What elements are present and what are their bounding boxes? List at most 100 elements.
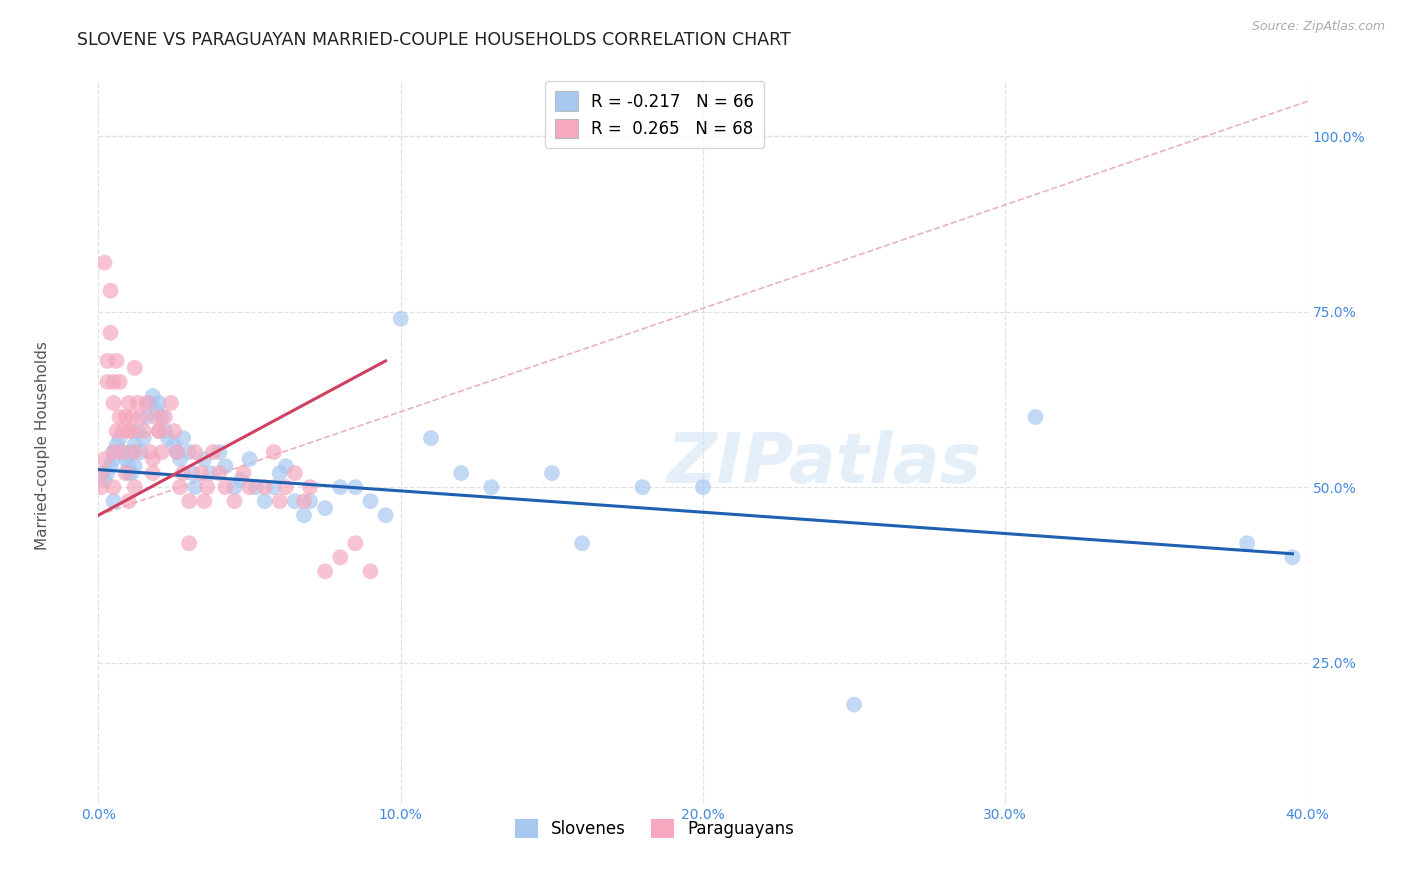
Point: [344, 480, 367, 494]
Point: [100, 326, 122, 340]
Text: Source: ZipAtlas.com: Source: ZipAtlas.com: [1251, 20, 1385, 33]
Legend: Slovenes, Paraguayans: Slovenes, Paraguayans: [508, 813, 801, 845]
Point: [163, 424, 186, 438]
Point: [121, 424, 143, 438]
Point: [200, 466, 222, 480]
Point: [292, 508, 315, 523]
Point: [93, 255, 115, 269]
Point: [111, 445, 134, 459]
Text: ZIPatlas: ZIPatlas: [666, 430, 981, 497]
Point: [148, 396, 170, 410]
Point: [103, 375, 125, 389]
Point: [166, 445, 188, 459]
Point: [132, 431, 155, 445]
Point: [263, 480, 285, 494]
Point: [124, 480, 146, 494]
Point: [299, 480, 322, 494]
Point: [184, 480, 207, 494]
Point: [114, 452, 136, 467]
Point: [163, 438, 186, 452]
Point: [172, 431, 194, 445]
Point: [190, 466, 212, 480]
Point: [100, 459, 122, 474]
Point: [108, 375, 131, 389]
Point: [299, 494, 322, 508]
Point: [193, 494, 215, 508]
Point: [129, 445, 152, 459]
Point: [135, 409, 157, 424]
Point: [124, 438, 146, 452]
Point: [284, 466, 307, 480]
Point: [148, 424, 170, 438]
Point: [329, 480, 352, 494]
Point: [245, 480, 267, 494]
Point: [374, 508, 396, 523]
Point: [224, 494, 246, 508]
Point: [105, 424, 128, 438]
Point: [540, 466, 562, 480]
Point: [148, 424, 170, 438]
Point: [96, 375, 118, 389]
Point: [118, 396, 141, 410]
Point: [208, 466, 231, 480]
Point: [93, 452, 115, 467]
Point: [179, 494, 201, 508]
Point: [118, 494, 141, 508]
Point: [121, 466, 143, 480]
Point: [202, 445, 225, 459]
Point: [142, 389, 165, 403]
Point: [103, 480, 125, 494]
Point: [118, 424, 141, 438]
Point: [239, 452, 262, 467]
Point: [631, 480, 654, 494]
Point: [844, 698, 866, 712]
Point: [208, 445, 231, 459]
Point: [93, 473, 115, 487]
Point: [108, 409, 131, 424]
Point: [329, 550, 352, 565]
Point: [111, 424, 134, 438]
Point: [103, 445, 125, 459]
Point: [179, 536, 201, 550]
Point: [129, 409, 152, 424]
Point: [156, 431, 179, 445]
Point: [292, 494, 315, 508]
Point: [114, 466, 136, 480]
Point: [166, 445, 188, 459]
Point: [127, 396, 149, 410]
Point: [184, 445, 207, 459]
Point: [263, 445, 285, 459]
Point: [229, 473, 252, 487]
Point: [253, 494, 276, 508]
Point: [195, 480, 218, 494]
Point: [103, 445, 125, 459]
Point: [145, 403, 167, 417]
Point: [114, 409, 136, 424]
Point: [269, 466, 291, 480]
Point: [153, 424, 176, 438]
Point: [118, 466, 141, 480]
Point: [1281, 550, 1303, 565]
Text: Married-couple Households: Married-couple Households: [35, 342, 49, 550]
Point: [360, 494, 382, 508]
Point: [90, 480, 112, 494]
Point: [1024, 409, 1046, 424]
Point: [153, 409, 176, 424]
Point: [103, 452, 125, 467]
Point: [139, 396, 162, 410]
Point: [124, 459, 146, 474]
Point: [139, 445, 162, 459]
Point: [274, 459, 297, 474]
Point: [169, 480, 191, 494]
Point: [150, 409, 173, 424]
Point: [96, 354, 118, 368]
Point: [150, 445, 173, 459]
Text: SLOVENE VS PARAGUAYAN MARRIED-COUPLE HOUSEHOLDS CORRELATION CHART: SLOVENE VS PARAGUAYAN MARRIED-COUPLE HOU…: [77, 31, 792, 49]
Point: [111, 445, 134, 459]
Point: [389, 311, 412, 326]
Point: [450, 466, 472, 480]
Point: [172, 466, 194, 480]
Point: [214, 459, 236, 474]
Point: [145, 409, 167, 424]
Point: [118, 459, 141, 474]
